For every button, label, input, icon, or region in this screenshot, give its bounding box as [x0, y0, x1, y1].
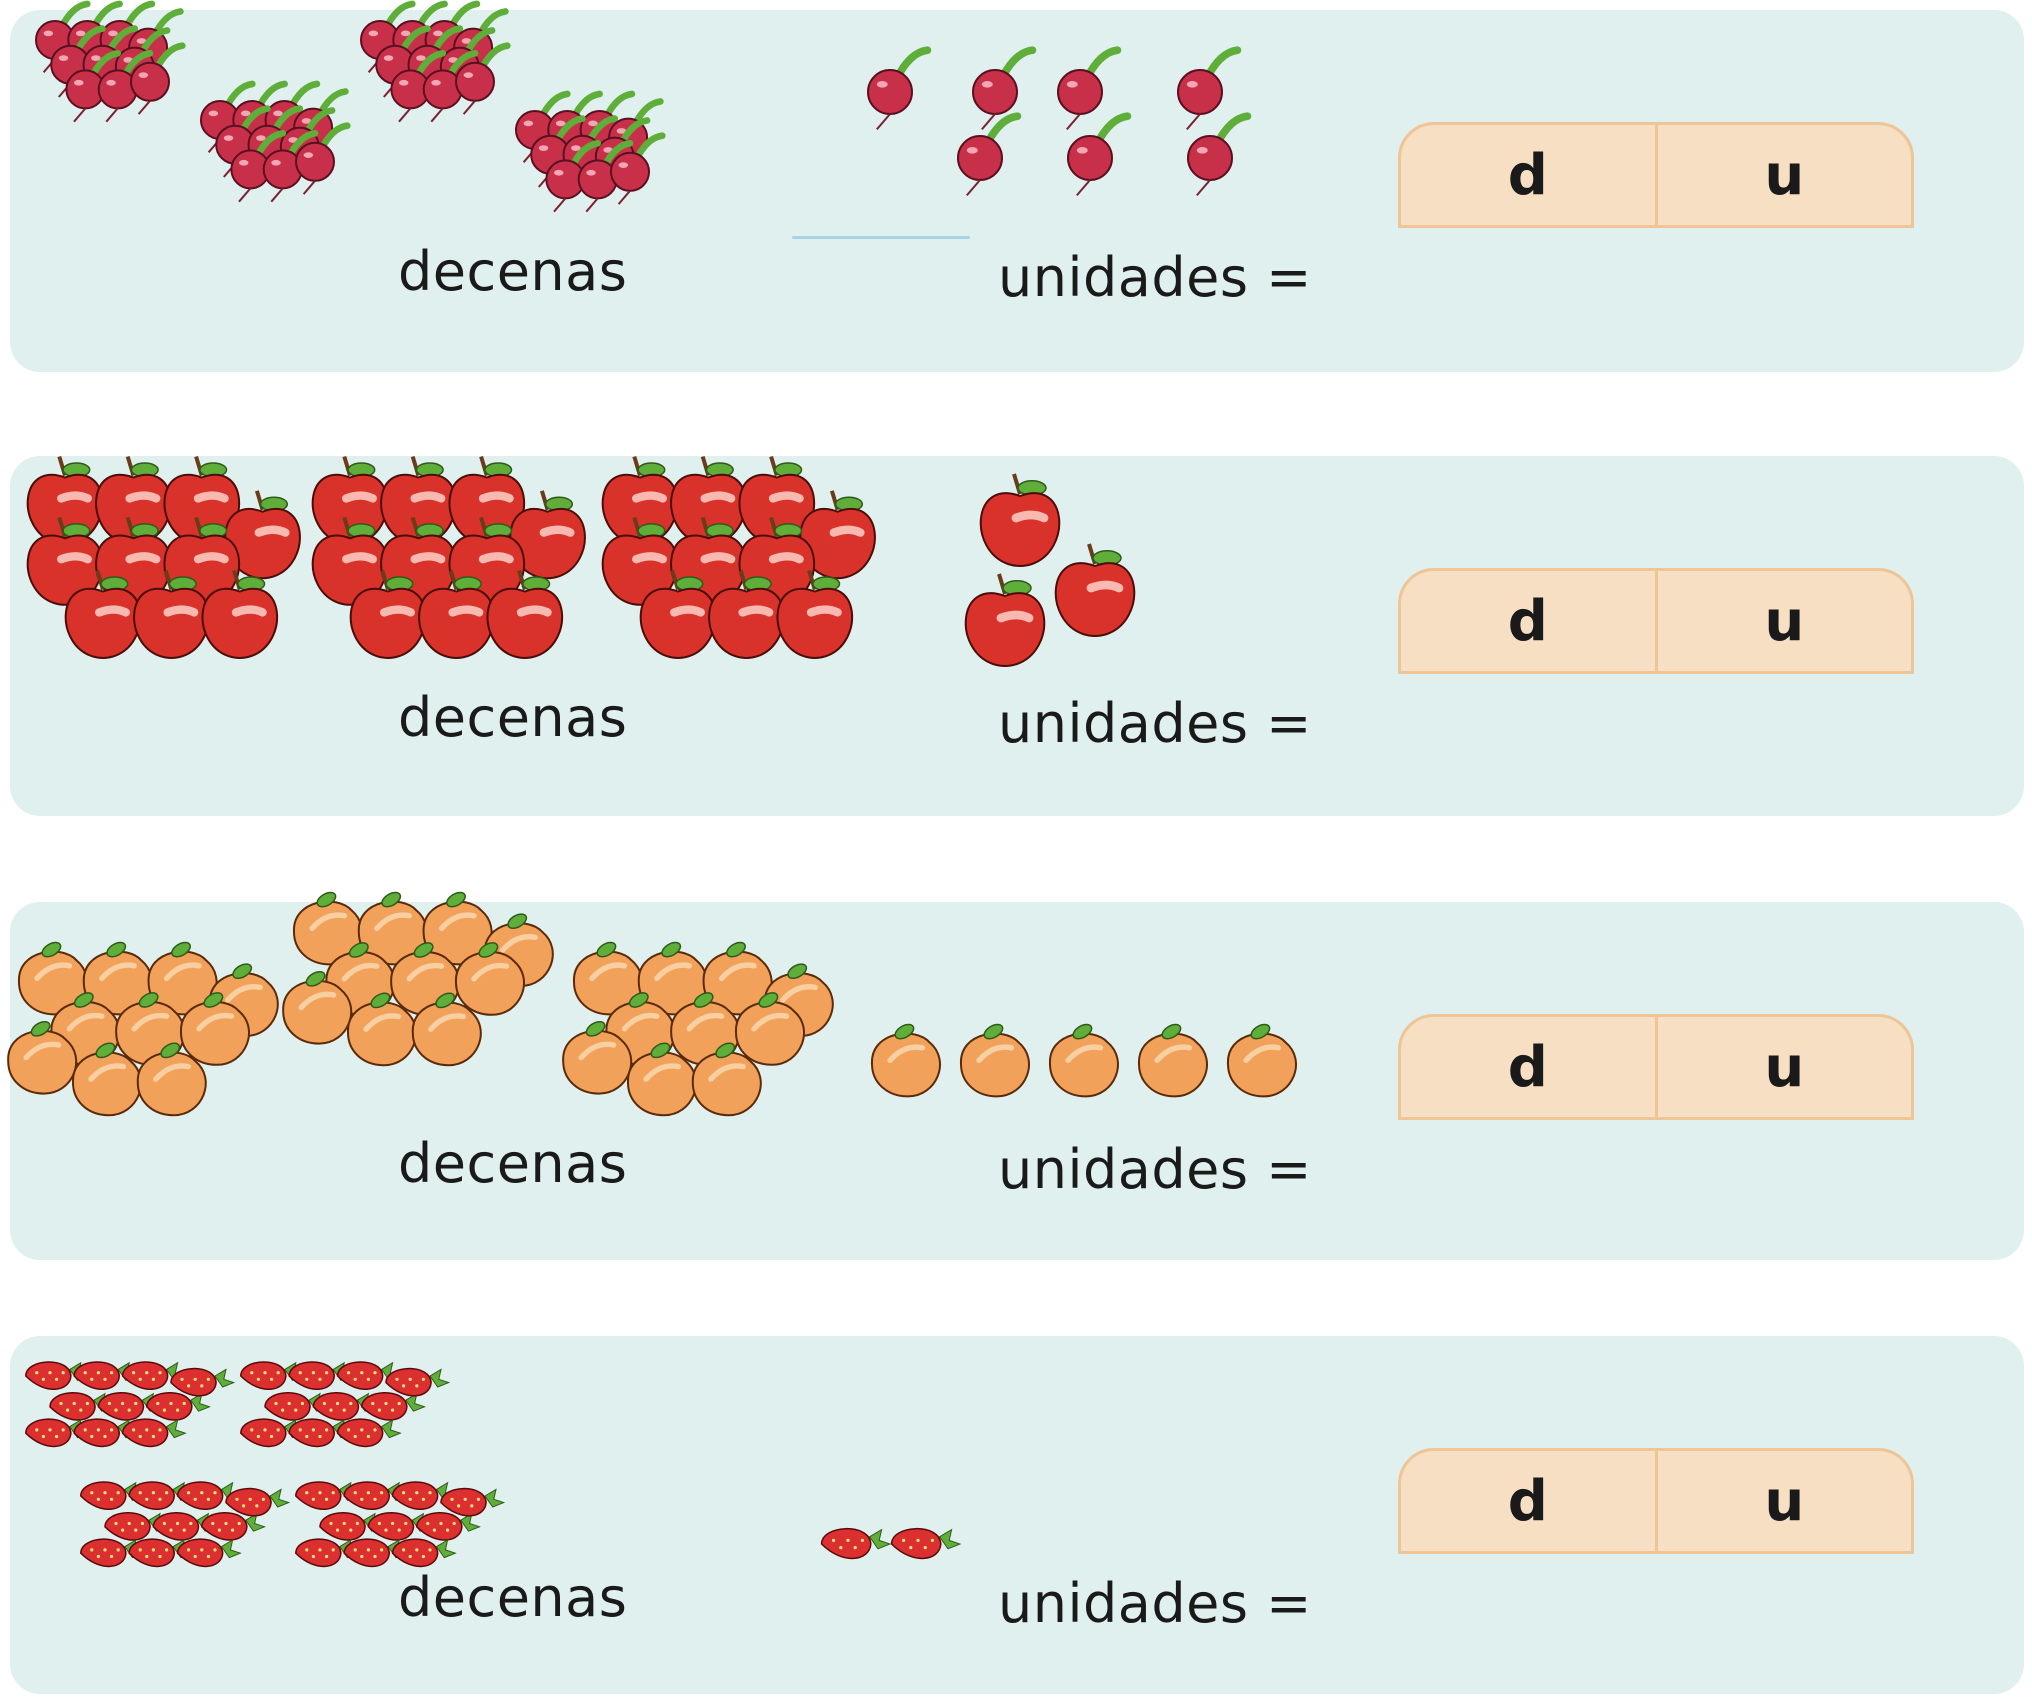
tens-label: decenas [398, 240, 628, 303]
peach-illustration [7, 872, 1350, 1172]
units-label: unidades = [998, 1572, 1312, 1635]
tens-cell[interactable]: d [1401, 571, 1658, 671]
radish-groups [35, 0, 1252, 213]
tens-cell[interactable]: d [1401, 1451, 1658, 1551]
peaches-icon [7, 891, 1297, 1117]
radish-illustration [10, 0, 1350, 280]
answer-line [792, 236, 970, 239]
apple-illustration [10, 426, 1350, 726]
exercise-row-peaches: decenas unidades = d u [7, 891, 2024, 1260]
strawberry-groups [25, 1361, 962, 1568]
exercise-row-strawberries: decenas unidades = d u [10, 1336, 2024, 1694]
units-label: unidades = [998, 1138, 1312, 1201]
exercise-row-apples: decenas unidades = d u [10, 456, 2024, 816]
peach-groups [7, 891, 1297, 1117]
tens-cell[interactable]: d [1401, 125, 1658, 225]
units-label: unidades = [998, 246, 1312, 309]
exercise-row-radishes: decenas unidades = d u [10, 0, 2024, 372]
place-value-box: d u [1398, 122, 1914, 228]
tens-cell[interactable]: d [1401, 1017, 1658, 1117]
tens-label: decenas [398, 1132, 628, 1195]
tens-label: decenas [398, 1566, 628, 1629]
units-cell[interactable]: u [1764, 1034, 1805, 1100]
apples-icon [26, 456, 1136, 667]
place-value-box: d u [1398, 568, 1914, 674]
apple-groups [26, 456, 1136, 667]
units-cell[interactable]: u [1764, 142, 1805, 208]
units-cell[interactable]: u [1764, 588, 1805, 654]
strawberry-illustration [10, 1306, 1350, 1606]
strawberries-icon [25, 1361, 962, 1568]
place-value-box: d u [1398, 1448, 1914, 1554]
place-value-box: d u [1398, 1014, 1914, 1120]
tens-label: decenas [398, 686, 628, 749]
units-cell[interactable]: u [1764, 1468, 1805, 1534]
radishes-icon [35, 0, 1252, 213]
units-label: unidades = [998, 692, 1312, 755]
